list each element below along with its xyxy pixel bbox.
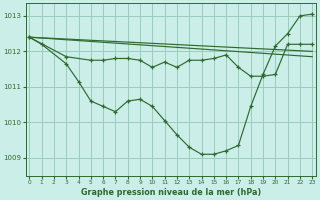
X-axis label: Graphe pression niveau de la mer (hPa): Graphe pression niveau de la mer (hPa) bbox=[81, 188, 261, 197]
